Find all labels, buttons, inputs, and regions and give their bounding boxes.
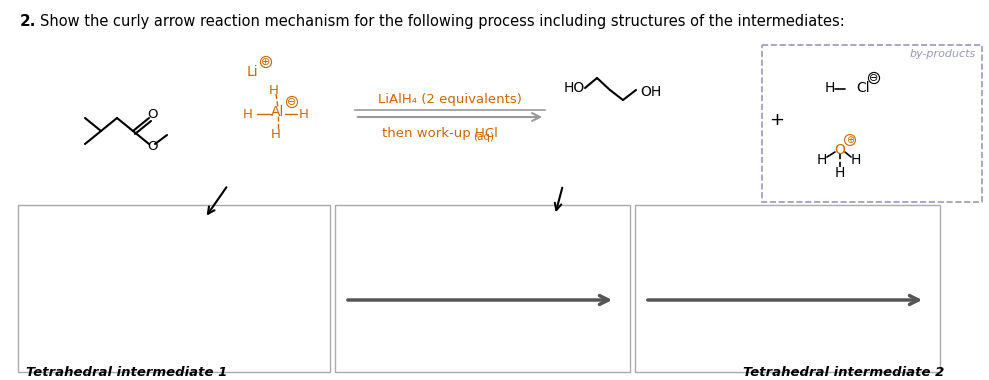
Text: Li: Li (247, 65, 259, 79)
Text: H: H (817, 153, 827, 167)
Text: then work-up HCl: then work-up HCl (382, 127, 497, 139)
Text: H: H (825, 81, 835, 95)
Text: by-products: by-products (910, 49, 976, 59)
Text: HO: HO (564, 81, 585, 95)
Text: 2.: 2. (20, 14, 37, 29)
Text: Cl: Cl (856, 81, 869, 95)
Bar (18, 205, 330, 372)
Text: +: + (769, 111, 784, 129)
Text: OH: OH (640, 85, 662, 99)
Text: ⊖: ⊖ (288, 97, 297, 107)
Text: ⊕: ⊕ (846, 135, 854, 145)
Text: H: H (851, 153, 861, 167)
Text: O: O (146, 139, 157, 152)
Text: H: H (299, 108, 309, 120)
Text: H: H (835, 166, 846, 180)
Text: Tetrahedral intermediate 2: Tetrahedral intermediate 2 (743, 366, 944, 379)
Text: (aq): (aq) (474, 132, 494, 142)
Text: H: H (269, 84, 279, 97)
Text: O: O (146, 109, 157, 122)
Text: Show the curly arrow reaction mechanism for the following process including stru: Show the curly arrow reaction mechanism … (40, 14, 845, 29)
Text: Tetrahedral intermediate 1: Tetrahedral intermediate 1 (26, 366, 227, 379)
Text: H: H (271, 128, 281, 141)
Text: H: H (243, 108, 253, 120)
Text: ⊕: ⊕ (261, 57, 271, 67)
Text: ⊖: ⊖ (869, 73, 878, 83)
Text: LiAlH₄ (2 equivalents): LiAlH₄ (2 equivalents) (378, 92, 522, 106)
Bar (635, 205, 940, 372)
Bar (335, 205, 630, 372)
Text: Al: Al (271, 105, 285, 119)
Text: O: O (835, 143, 846, 157)
